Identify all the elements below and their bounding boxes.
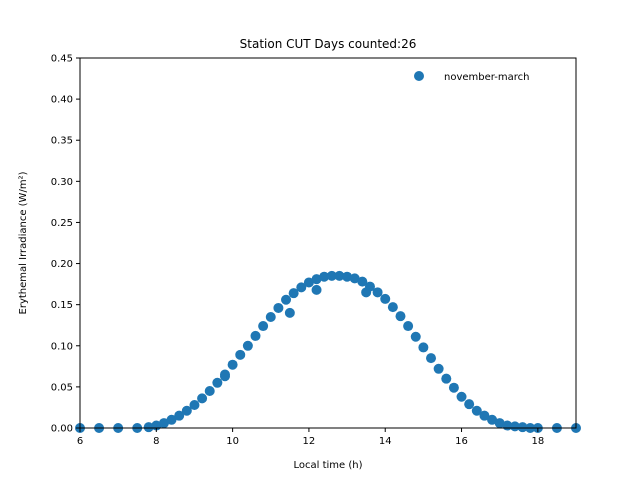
data-point [509,421,520,432]
legend: november-march [414,71,529,83]
y-tick-label: 0.40 [51,95,73,106]
data-point [227,359,238,370]
data-point [334,270,345,281]
data-point [380,293,391,304]
data-point [319,271,330,282]
data-point [456,391,467,402]
x-tick-label: 6 [77,436,83,447]
data-point [181,405,192,416]
x-tick-label: 12 [303,436,316,447]
chart-title: Station CUT Days counted:26 [240,37,417,51]
data-point [296,282,307,293]
y-tick-label: 0.05 [51,382,73,393]
data-point [441,373,452,384]
data-point [273,302,284,313]
data-point [204,386,215,396]
data-point [258,321,269,332]
data-point [403,321,414,332]
x-tick-label: 10 [226,436,239,447]
y-tick-label: 0.15 [51,300,73,311]
data-point [166,414,177,425]
y-tick-label: 0.30 [51,177,73,188]
data-point [464,399,475,410]
data-point [479,410,490,421]
data-point [174,410,185,421]
y-tick-label: 0.35 [51,136,73,147]
data-point [143,422,154,433]
data-point [418,342,429,353]
data-point [158,418,169,429]
y-axis-ticks: 0.00 0.05 0.10 0.15 0.20 0.25 0.30 0.35 0.40 0.45 [51,54,80,435]
data-point [212,377,223,388]
data-point [395,311,406,322]
x-axis-ticks: 6 8 10 12 14 16 18 [77,428,544,447]
data-point [219,371,230,382]
x-tick-label: 14 [379,436,392,447]
data-point [250,330,261,341]
data-point [387,302,398,313]
data-point [433,363,444,374]
data-point [426,353,437,364]
data-point [288,288,299,299]
data-point [494,418,505,429]
data-point [517,422,528,433]
y-tick-label: 0.10 [51,341,73,352]
data-point [349,273,360,284]
x-tick-label: 18 [531,436,544,447]
data-point [311,274,322,285]
data-point [361,287,372,298]
data-point [284,307,295,318]
y-tick-label: 0.00 [51,424,73,435]
data-point [487,414,498,425]
data-point [189,399,200,410]
data-point [242,340,253,351]
legend-label: november-march [444,72,529,83]
data-point [342,271,353,282]
data-point [357,276,368,287]
y-axis-label: Erythemal Irradiance (W/m²) [18,171,29,314]
data-point [471,405,482,416]
data-point [303,277,314,288]
data-point [372,287,383,298]
y-tick-label: 0.20 [51,259,73,270]
data-point [311,284,322,295]
y-tick-label: 0.25 [51,218,73,229]
data-point [265,312,276,322]
legend-marker [414,71,424,81]
x-axis-label: Local time (h) [293,460,362,471]
data-point [326,270,337,281]
data-points [75,270,581,433]
data-point [197,393,208,404]
data-point [281,294,292,305]
data-point [235,349,246,360]
data-point [448,382,459,393]
y-tick-label: 0.45 [51,54,73,65]
x-tick-label: 16 [455,436,468,447]
x-tick-label: 8 [153,436,159,447]
data-point [410,331,421,342]
plot-area-frame [79,57,577,429]
